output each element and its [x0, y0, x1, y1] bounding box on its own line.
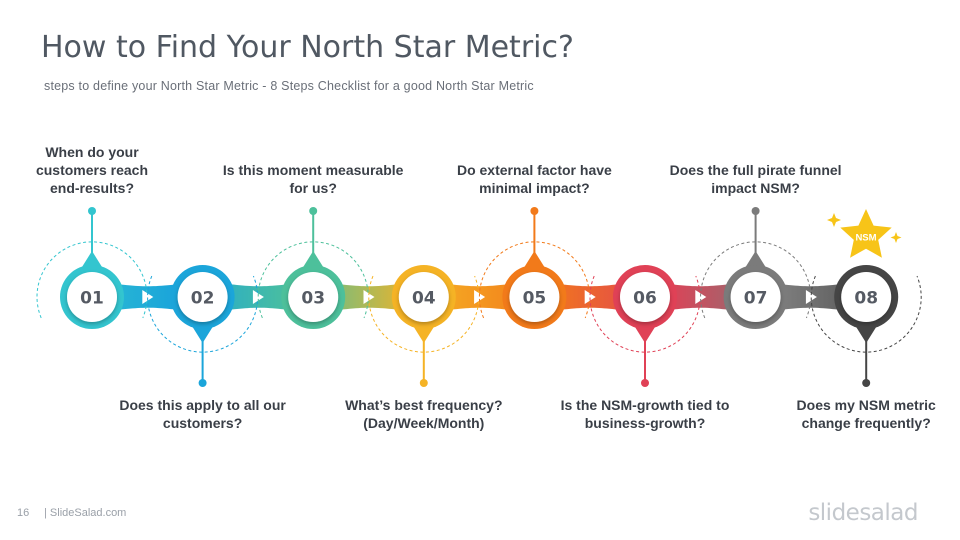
- star-icon: [840, 209, 892, 258]
- dashed-arc: [478, 241, 590, 319]
- arrow-right-icon: [584, 290, 596, 304]
- pointer-triangle: [635, 327, 655, 343]
- pointer-triangle: [524, 251, 545, 267]
- pointer-triangle: [192, 327, 213, 343]
- pointer-triangle: [303, 251, 324, 267]
- step-question: Does the full pirate funnel impact NSM?: [669, 162, 842, 196]
- arrow-right-icon: [474, 290, 486, 304]
- step-number: 08: [854, 289, 878, 309]
- step-inner-circle: [398, 272, 449, 322]
- step-question: What’s best frequency? (Day/Week/Month): [345, 397, 503, 431]
- arrow-right-icon: [142, 290, 154, 304]
- step-5: 05: [478, 207, 596, 329]
- connector-dot: [309, 207, 318, 215]
- step-question: Is the NSM-growth tied to business-growt…: [560, 397, 730, 431]
- connector-dot: [751, 207, 760, 215]
- step-question: Is this moment measurable for us?: [222, 162, 404, 196]
- step-inner-circle: [67, 272, 117, 322]
- pointer-triangle: [856, 327, 877, 343]
- connector-dot: [198, 379, 207, 387]
- dashed-arc: [147, 275, 259, 353]
- step-8: 08: [810, 265, 922, 387]
- dashed-arc: [700, 241, 812, 319]
- step-number: 06: [633, 289, 657, 309]
- arrow-right-icon: [695, 290, 707, 304]
- dashed-arc: [368, 275, 480, 353]
- step-number: 04: [412, 289, 436, 309]
- step-question: Does my NSM metric change frequently?: [796, 397, 936, 431]
- connector-dot: [419, 379, 428, 387]
- arrow-right-icon: [805, 290, 817, 304]
- step-inner-circle: [177, 272, 228, 322]
- dashed-arc: [257, 241, 369, 319]
- step-2: 02: [147, 265, 264, 387]
- badge-label: NSM: [855, 233, 876, 244]
- step-inner-circle: [509, 272, 560, 322]
- arrow-right-icon: [252, 290, 264, 304]
- sparkle-icon: [890, 232, 902, 243]
- brand-logo: slidesalad: [808, 500, 918, 526]
- step-inner-circle: [288, 272, 339, 322]
- step-6: 06: [589, 265, 707, 387]
- step-inner-circle: [620, 272, 670, 322]
- dashed-arc: [810, 275, 922, 353]
- step-7: 07: [700, 207, 817, 329]
- page-number: 16: [17, 507, 30, 519]
- footer-site: | SlideSalad.com: [44, 507, 127, 519]
- pointer-triangle: [413, 327, 434, 343]
- connector-dot: [530, 207, 539, 215]
- step-4: 04: [368, 265, 486, 387]
- step-number: 02: [191, 289, 215, 309]
- step-question: Does this apply to all our customers?: [119, 397, 286, 431]
- pointer-triangle: [745, 251, 766, 267]
- step-question: When do your customers reach end-results…: [35, 144, 149, 196]
- pointer-triangle: [82, 251, 102, 267]
- step-number: 03: [301, 289, 325, 309]
- connector-dot: [88, 207, 96, 215]
- step-question: Do external factor have minimal impact?: [456, 162, 612, 196]
- page-subtitle: steps to define your North Star Metric -…: [44, 79, 534, 93]
- dashed-arc: [36, 241, 148, 319]
- step-3: 03: [257, 207, 375, 329]
- step-number: 07: [744, 289, 768, 309]
- step-number: 01: [80, 289, 104, 309]
- step-number: 05: [523, 289, 547, 309]
- nsm-badge: NSM: [827, 209, 902, 258]
- connector-dot: [862, 379, 871, 387]
- dashed-arc: [589, 275, 701, 353]
- connector-dot: [641, 379, 649, 387]
- step-1: 01: [36, 207, 154, 329]
- step-inner-circle: [841, 272, 892, 322]
- arrow-right-icon: [363, 290, 375, 304]
- sparkle-icon: [827, 213, 841, 227]
- page-title: How to Find Your North Star Metric?: [41, 30, 574, 65]
- step-inner-circle: [730, 272, 781, 322]
